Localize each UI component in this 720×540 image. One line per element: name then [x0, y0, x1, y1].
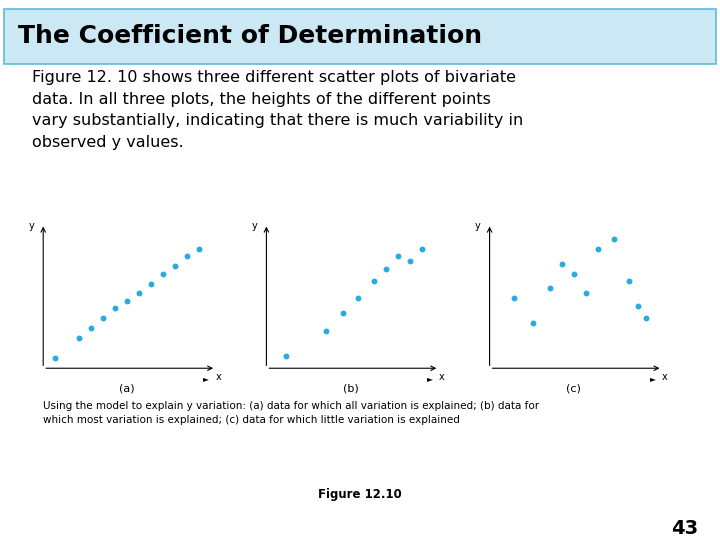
- Text: (a): (a): [120, 384, 135, 394]
- Point: [556, 259, 567, 268]
- Text: (b): (b): [343, 384, 359, 394]
- Point: [133, 289, 145, 298]
- Text: The Coefficient of Determination: The Coefficient of Determination: [18, 24, 482, 49]
- Point: [580, 289, 591, 298]
- Point: [352, 294, 364, 303]
- Point: [145, 279, 157, 288]
- Point: [508, 294, 519, 303]
- Point: [405, 256, 416, 265]
- Point: [158, 269, 169, 278]
- Point: [109, 304, 121, 313]
- Point: [592, 244, 603, 253]
- Point: [320, 327, 332, 335]
- Point: [194, 244, 205, 253]
- Point: [527, 319, 539, 328]
- FancyBboxPatch shape: [4, 9, 716, 64]
- Point: [633, 302, 644, 310]
- Point: [122, 296, 133, 305]
- Text: y: y: [251, 221, 257, 231]
- Text: 43: 43: [671, 518, 698, 538]
- Point: [608, 234, 620, 243]
- Point: [417, 244, 428, 253]
- Point: [86, 324, 97, 333]
- Point: [392, 252, 404, 260]
- Point: [50, 354, 61, 362]
- Text: x: x: [662, 372, 667, 382]
- Point: [544, 284, 555, 293]
- Point: [97, 314, 109, 323]
- Point: [73, 334, 85, 343]
- Text: (c): (c): [566, 384, 581, 394]
- Text: ►: ►: [650, 374, 656, 383]
- Text: y: y: [28, 221, 34, 231]
- Point: [169, 262, 181, 271]
- Text: Using the model to explain y variation: (a) data for which all variation is expl: Using the model to explain y variation: …: [43, 401, 539, 425]
- Text: ►: ►: [427, 374, 433, 383]
- Text: Figure 12.10: Figure 12.10: [318, 488, 402, 501]
- Point: [338, 309, 349, 318]
- Text: Figure 12. 10 shows three different scatter plots of bivariate
data. In all thre: Figure 12. 10 shows three different scat…: [32, 70, 523, 150]
- Point: [640, 314, 652, 323]
- Text: x: x: [438, 372, 444, 382]
- Point: [181, 252, 193, 260]
- Point: [280, 352, 292, 360]
- Text: x: x: [215, 372, 221, 382]
- Point: [369, 276, 380, 285]
- Text: ►: ►: [204, 374, 210, 383]
- Point: [381, 264, 392, 273]
- Point: [568, 269, 580, 278]
- Point: [623, 276, 634, 285]
- Text: y: y: [474, 221, 480, 231]
